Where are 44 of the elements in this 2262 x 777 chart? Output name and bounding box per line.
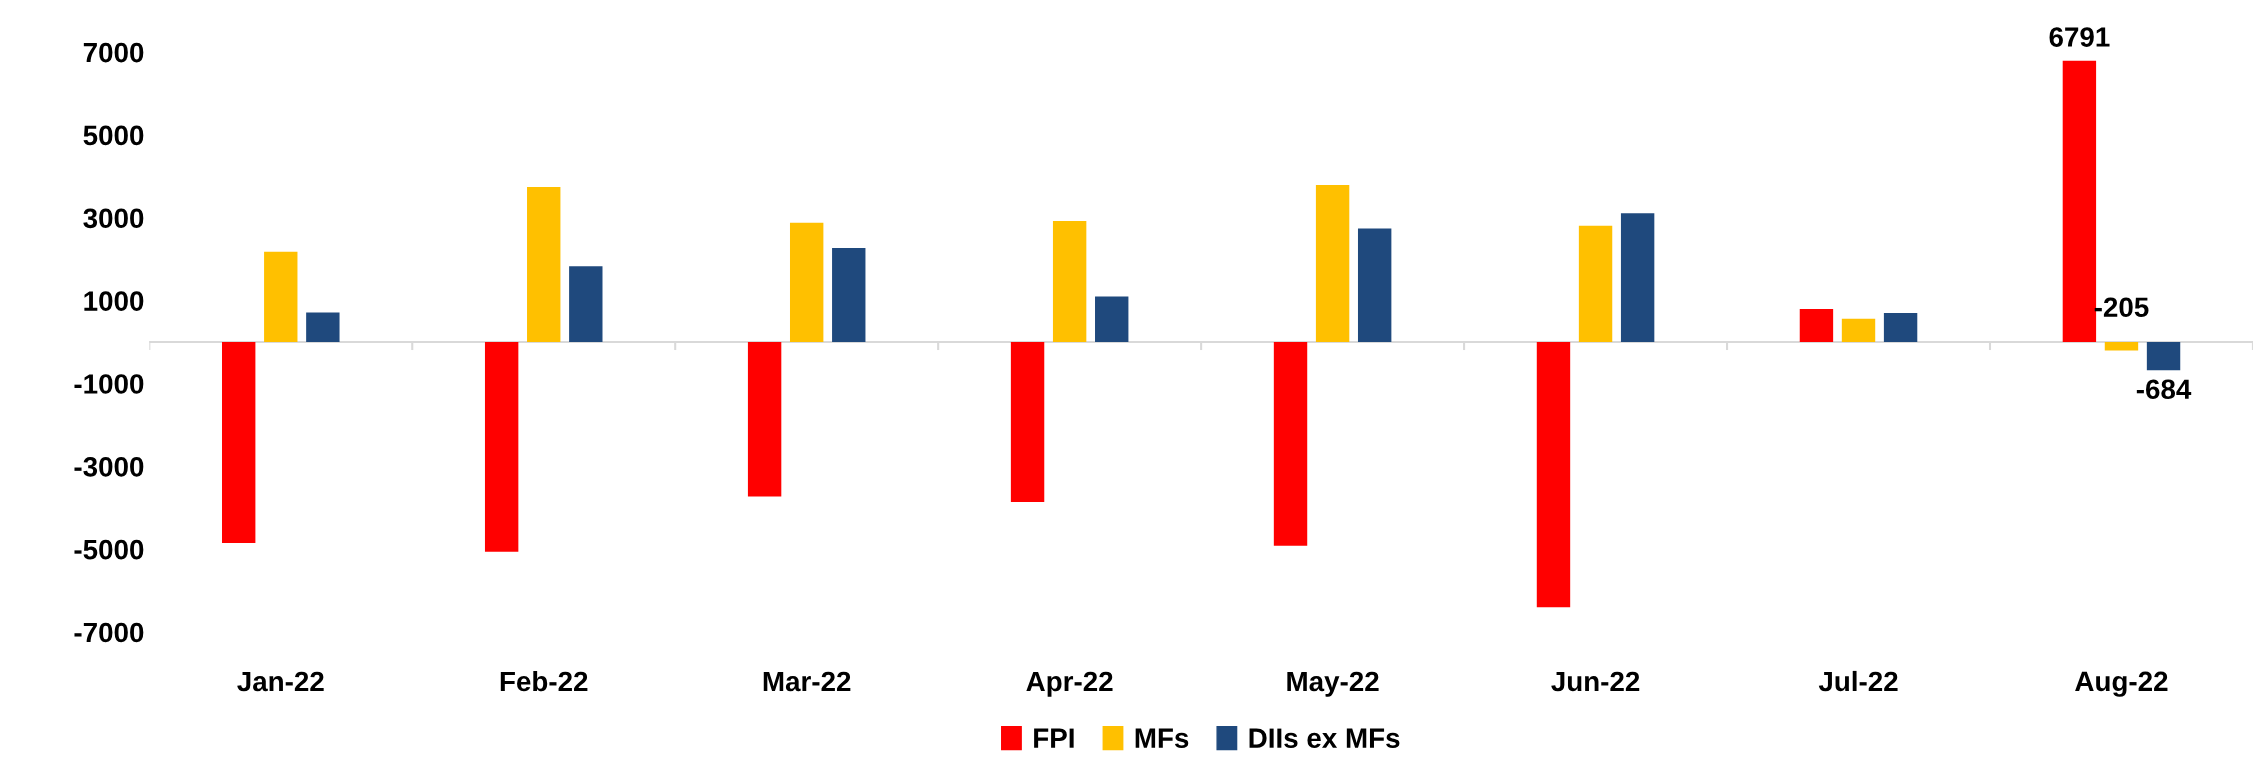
y-tick-label: -1000 <box>74 374 144 394</box>
legend-label: MFs <box>1135 728 1189 748</box>
x-tick-label: Aug-22 <box>2075 671 2168 697</box>
y-tick-label: -3000 <box>74 456 144 477</box>
bar <box>789 222 824 343</box>
bar <box>1357 228 1392 343</box>
data-label: 6791 <box>2049 27 2110 47</box>
x-tick-label: Feb-22 <box>500 670 588 692</box>
bar <box>747 342 782 497</box>
data-label: -684 <box>2136 379 2192 400</box>
bar <box>832 248 866 343</box>
y-tick-label: -7000 <box>74 622 144 643</box>
bar <box>1095 296 1129 343</box>
x-tick-label: Jan-22 <box>237 671 324 692</box>
bar <box>1010 342 1045 502</box>
bar <box>2146 342 2181 371</box>
bar <box>1273 342 1308 546</box>
legend-label: DIIs ex MFs <box>1249 728 1400 748</box>
bar <box>222 342 256 543</box>
x-tick-label: May-22 <box>1287 671 1379 697</box>
y-tick-label: 7000 <box>83 42 144 63</box>
x-tick-label: Jul-22 <box>1818 670 1898 692</box>
bar <box>1620 213 1655 343</box>
bar <box>1052 221 1087 343</box>
bar <box>1578 225 1613 343</box>
bar <box>264 251 298 343</box>
bar <box>1799 308 1834 343</box>
bar <box>2104 342 2139 351</box>
legend-label: FPI <box>1034 728 1074 748</box>
bar <box>1841 318 1876 343</box>
bar <box>527 187 561 343</box>
y-tick-label: 3000 <box>83 208 144 229</box>
y-tick-label: 5000 <box>83 125 144 146</box>
bar <box>1883 313 1918 343</box>
x-tick-label: Mar-22 <box>763 671 851 692</box>
y-tick-label: 1000 <box>84 291 144 311</box>
x-tick-label: Apr-22 <box>1026 671 1113 697</box>
y-tick-label: -5000 <box>74 539 144 560</box>
bar <box>1315 185 1350 343</box>
bar <box>1536 342 1571 608</box>
bar <box>306 312 340 343</box>
bar <box>569 266 603 343</box>
x-tick-label: Jun-22 <box>1551 671 1640 692</box>
bar <box>484 342 519 552</box>
